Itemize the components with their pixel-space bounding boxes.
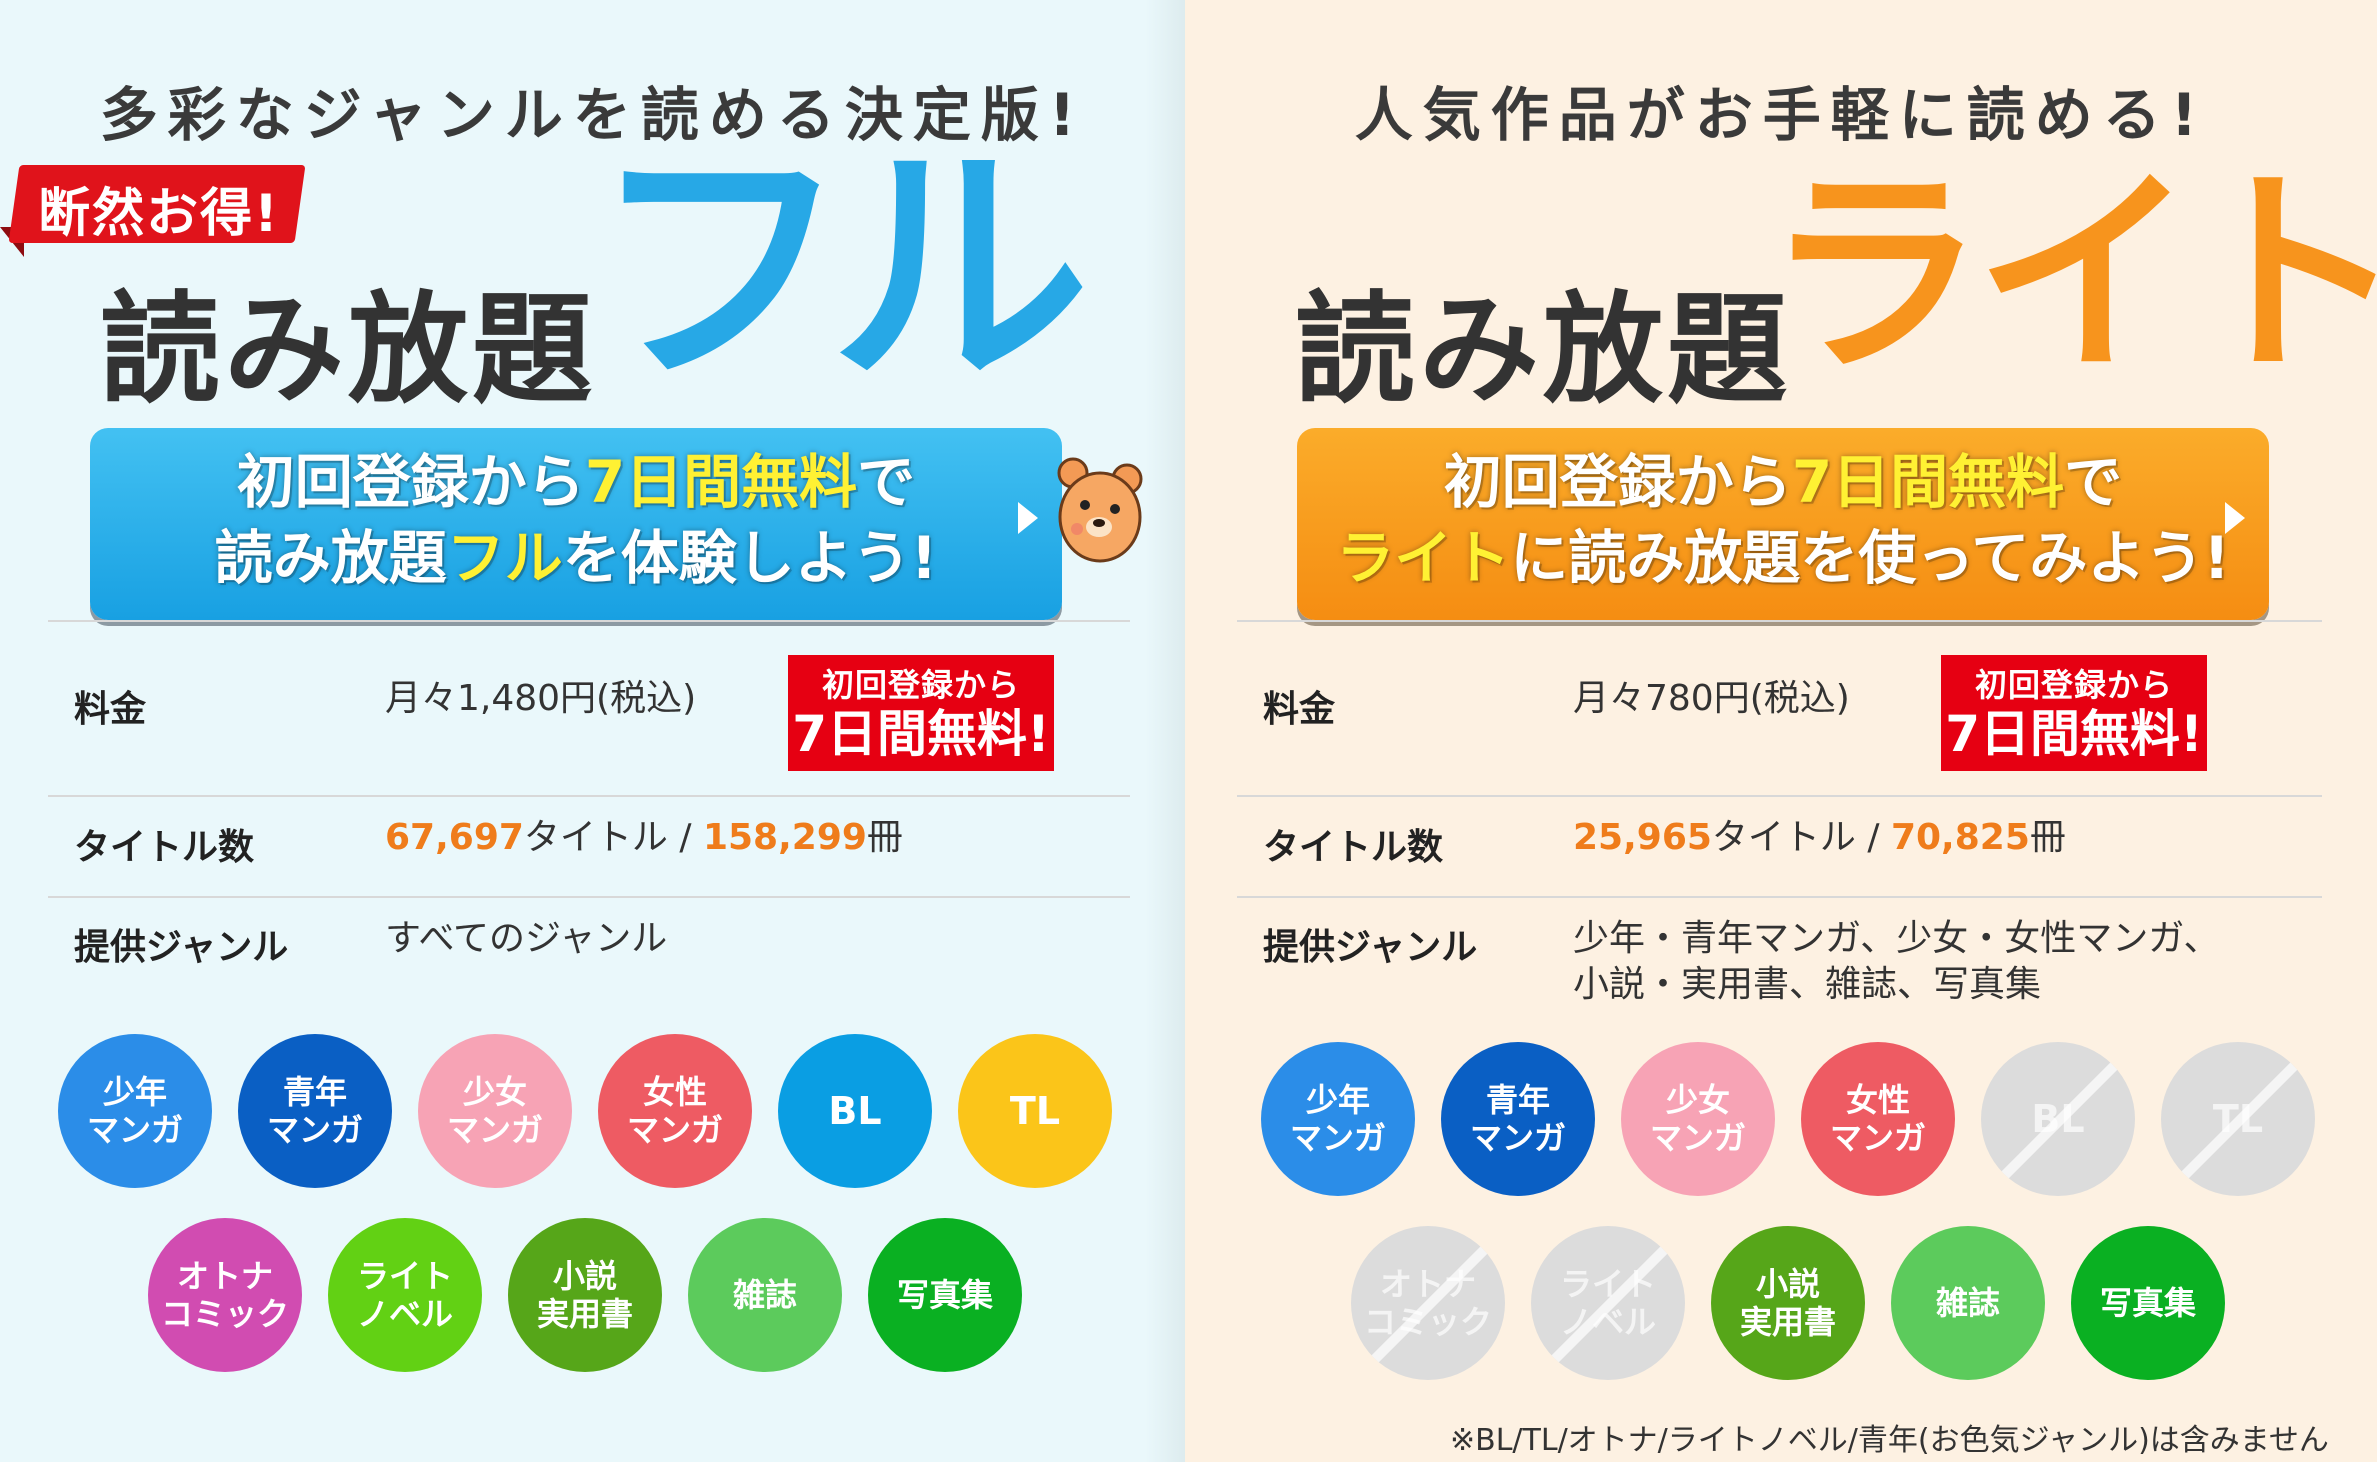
price-label: 料金 (1263, 689, 1336, 730)
cta-highlight: 7日間無料 (1791, 448, 2065, 516)
genre-label: 提供ジャンル (1263, 927, 1478, 968)
genre-bubble[interactable]: 小説 実用書 (1711, 1226, 1865, 1380)
volumes-count: 158,299 (702, 817, 867, 858)
divider (1237, 795, 2322, 797)
titles-unit: タイトル / (1711, 817, 1891, 858)
cta-highlight: フル (446, 524, 563, 592)
titles-count: 67,697 (385, 817, 524, 858)
badge-bottom: 7日間無料! (1945, 705, 2203, 763)
genre-bubble[interactable]: 雑誌 (688, 1218, 842, 1372)
genre-bubble[interactable]: BL (778, 1034, 932, 1188)
genre-bubble[interactable]: 少女 マンガ (418, 1034, 572, 1188)
genre-value: すべてのジャンル (385, 918, 668, 959)
divider (1237, 620, 2322, 622)
lite-tagline: 人気作品がお手軽に読める! (1354, 81, 2208, 149)
genre-bubble[interactable]: 写真集 (868, 1218, 1022, 1372)
cta-line-2: ライトに読み放題を使ってみよう! (1297, 520, 2269, 596)
genre-bubble[interactable]: 女性 マンガ (1801, 1042, 1955, 1196)
badge-bottom: 7日間無料! (792, 705, 1050, 763)
genre-footnote: ※BL/TL/オトナ/ライトノベル/青年(お色気ジャンル)は含みません (1450, 1423, 2329, 1458)
free-trial-badge: 初回登録から 7日間無料! (1941, 655, 2207, 771)
cta-text: を体験しよう! (562, 524, 938, 592)
free-trial-badge: 初回登録から 7日間無料! (788, 655, 1054, 771)
badge-top: 初回登録から (1974, 666, 2173, 704)
chevron-right-icon (2225, 502, 2245, 534)
cta-text: 初回登録から (236, 448, 585, 516)
plan-lite-panel: 人気作品がお手軽に読める! 読み放題 ライト 初回登録から7日間無料で ライトに… (1185, 0, 2377, 1462)
divider (48, 896, 1130, 898)
mascot-bear-icon (1057, 457, 1143, 563)
genre-bubble[interactable]: 青年 マンガ (1441, 1042, 1595, 1196)
titles-label: タイトル数 (74, 827, 255, 868)
divider (1237, 896, 2322, 898)
genre-label: 提供ジャンル (74, 927, 289, 968)
volumes-unit: 冊 (866, 817, 903, 858)
full-tagline: 多彩なジャンルを読める決定版! (99, 81, 1086, 149)
titles-unit: タイトル / (523, 817, 703, 858)
genre-bubble[interactable]: オトナ コミック (1351, 1226, 1505, 1380)
genre-value-line-2: 小説・実用書、雑誌、写真集 (1573, 964, 2042, 1005)
genre-bubble[interactable]: 少年 マンガ (1261, 1042, 1415, 1196)
genre-bubble[interactable]: BL (1981, 1042, 2135, 1196)
lite-hero-prefix: 読み放題 (1295, 281, 1791, 420)
genre-bubble[interactable]: 小説 実用書 (508, 1218, 662, 1372)
ribbon-text: 断然お得! (38, 184, 280, 244)
price-value: 月々780円(税込) (1573, 678, 1850, 719)
full-ribbon: 断然お得! (0, 165, 306, 257)
genre-bubble[interactable]: 写真集 (2071, 1226, 2225, 1380)
lite-trial-button[interactable]: 初回登録から7日間無料で ライトに読み放題を使ってみよう! (1297, 428, 2269, 620)
cta-highlight: 7日間無料 (584, 448, 858, 516)
genre-bubble[interactable]: 雑誌 (1891, 1226, 2045, 1380)
volumes-unit: 冊 (2029, 817, 2066, 858)
genre-bubble[interactable]: 女性 マンガ (598, 1034, 752, 1188)
genre-bubble[interactable]: オトナ コミック (148, 1218, 302, 1372)
plan-full-panel: 多彩なジャンルを読める決定版! 断然お得! 読み放題 フル 初回登録から7日間無… (0, 0, 1185, 1462)
titles-count: 25,965 (1573, 817, 1712, 858)
cta-text: で (857, 448, 916, 516)
full-hero-name: フル (590, 119, 1090, 421)
genre-bubble[interactable]: TL (958, 1034, 1112, 1188)
cta-text: で (2064, 448, 2123, 516)
chevron-right-icon (1018, 502, 1038, 534)
price-label: 料金 (74, 689, 147, 730)
titles-label: タイトル数 (1263, 827, 1444, 868)
lite-hero-name: ライト (1765, 147, 2377, 403)
genre-bubble[interactable]: TL (2161, 1042, 2315, 1196)
genre-bubble[interactable]: 少年 マンガ (58, 1034, 212, 1188)
cta-line-1: 初回登録から7日間無料で (1297, 428, 2269, 520)
titles-value: 67,697タイトル / 158,299冊 (385, 815, 903, 861)
full-hero-prefix: 読み放題 (100, 281, 596, 420)
full-trial-button[interactable]: 初回登録から7日間無料で 読み放題フルを体験しよう! (90, 428, 1062, 620)
volumes-count: 70,825 (1890, 817, 2030, 858)
badge-top: 初回登録から (821, 666, 1020, 704)
cta-text: 初回登録から (1443, 448, 1792, 516)
price-value: 月々1,480円(税込) (385, 678, 697, 719)
cta-line-1: 初回登録から7日間無料で (90, 428, 1062, 520)
cta-text: に読み放題を使ってみよう! (1510, 524, 2230, 592)
divider (48, 795, 1130, 797)
genre-value-line-1: 少年・青年マンガ、少女・女性マンガ、 (1573, 918, 2220, 959)
cta-text: 読み放題 (214, 524, 447, 592)
cta-line-2: 読み放題フルを体験しよう! (90, 520, 1062, 596)
genre-bubble[interactable]: ライト ノベル (328, 1218, 482, 1372)
titles-value: 25,965タイトル / 70,825冊 (1573, 815, 2066, 861)
genre-bubble[interactable]: 青年 マンガ (238, 1034, 392, 1188)
divider (48, 620, 1130, 622)
cta-highlight: ライト (1336, 524, 1511, 592)
genre-bubble[interactable]: ライト ノベル (1531, 1226, 1685, 1380)
genre-bubble[interactable]: 少女 マンガ (1621, 1042, 1775, 1196)
